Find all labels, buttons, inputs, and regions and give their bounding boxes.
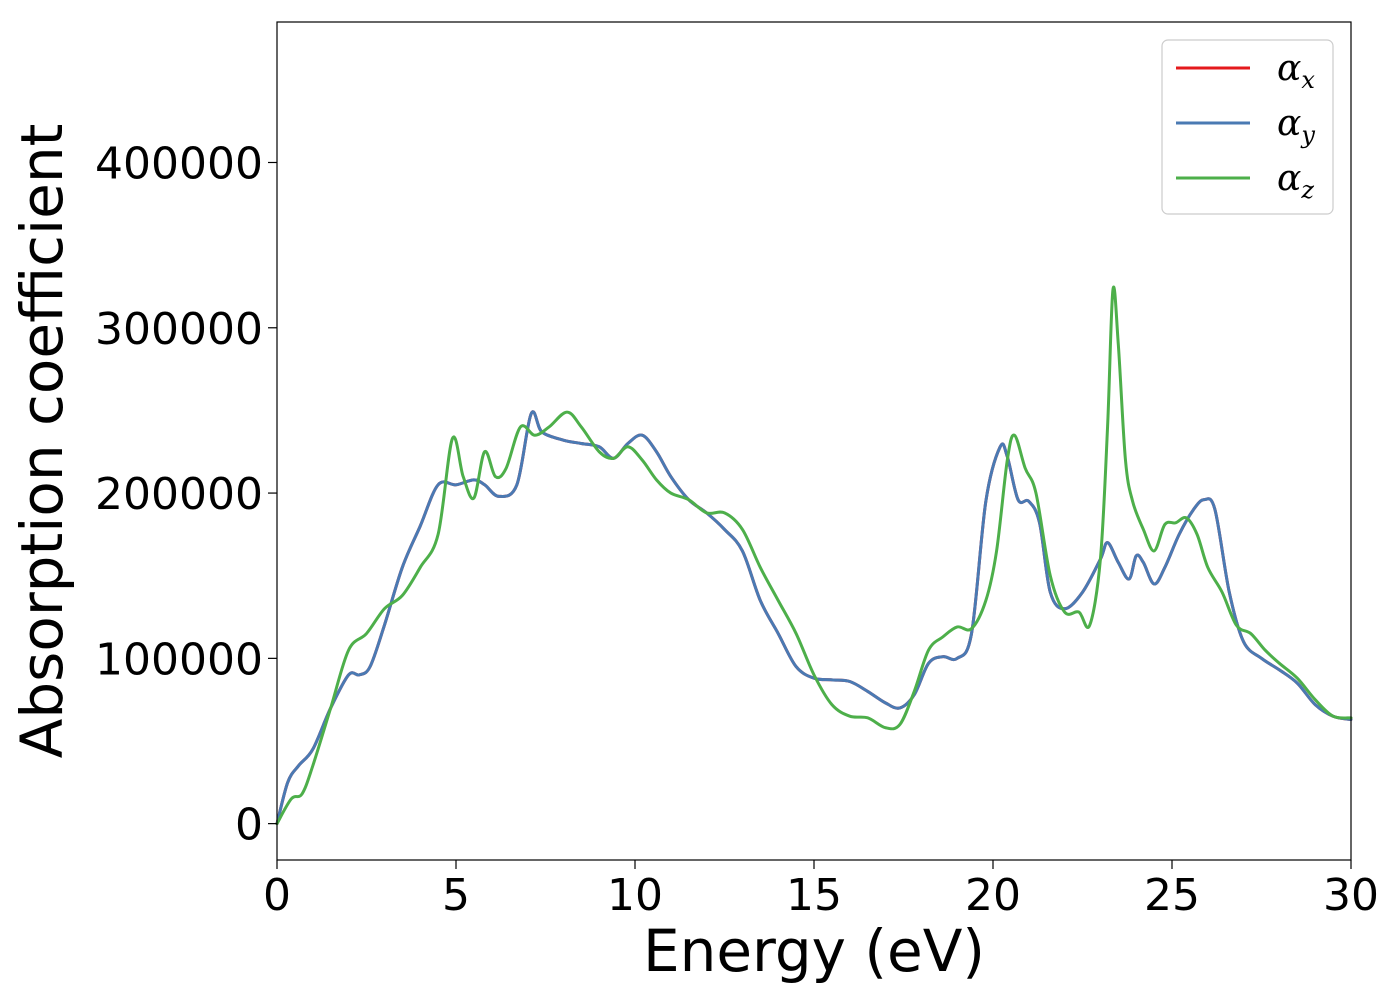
series-line-z (275, 285, 1353, 826)
legend-label-x: αx (1277, 48, 1315, 94)
series-line-y (275, 410, 1353, 826)
y-tick-label: 400000 (95, 138, 263, 189)
y-tick-label: 200000 (95, 469, 263, 520)
legend-label-z: αz (1277, 158, 1314, 204)
legend-items: αx αy αz (1176, 48, 1315, 204)
x-tick-label: 5 (442, 870, 470, 921)
x-axis-ticks: 0 5 10 15 20 25 30 (263, 860, 1379, 921)
x-tick-label: 20 (965, 870, 1021, 921)
y-tick-label: 0 (235, 800, 263, 851)
x-tick-label: 15 (786, 870, 842, 921)
x-tick-label: 0 (263, 870, 291, 921)
x-tick-label: 30 (1323, 870, 1379, 921)
y-tick-label: 300000 (95, 304, 263, 355)
y-axis-ticks: 0 100000 200000 300000 400000 (95, 138, 277, 851)
x-axis-label: Energy (eV) (643, 917, 985, 985)
series-lines (275, 285, 1353, 826)
legend: αx αy αz (1161, 39, 1334, 215)
legend-label-y: αy (1277, 103, 1315, 149)
y-axis-label: Absorption coefficient (8, 124, 76, 759)
legend-box (1161, 39, 1334, 215)
x-tick-label: 10 (607, 870, 663, 921)
y-tick-label: 100000 (95, 634, 263, 685)
x-tick-label: 25 (1144, 870, 1200, 921)
